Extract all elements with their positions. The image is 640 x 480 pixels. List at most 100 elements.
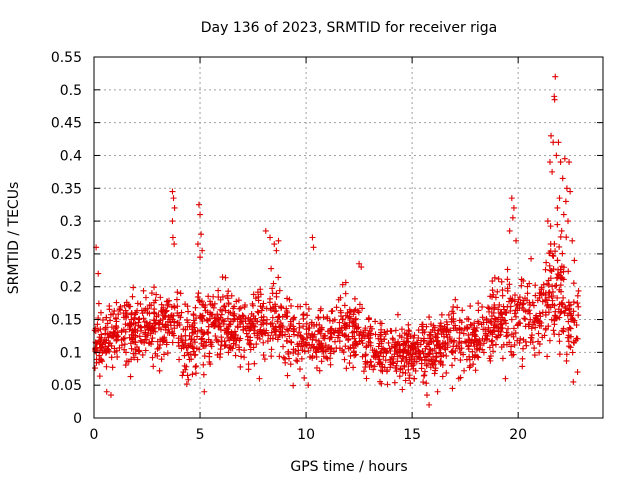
data-point xyxy=(184,303,191,310)
data-point xyxy=(411,332,418,339)
data-point xyxy=(450,343,457,350)
data-point xyxy=(269,314,276,321)
data-point xyxy=(560,294,567,301)
data-point xyxy=(162,323,169,330)
data-point xyxy=(360,368,367,375)
data-point xyxy=(342,343,349,350)
data-point xyxy=(251,360,258,367)
data-point xyxy=(544,280,551,287)
data-point xyxy=(461,325,468,332)
data-point xyxy=(351,329,358,336)
data-point xyxy=(296,324,303,331)
data-point xyxy=(465,343,472,350)
data-point xyxy=(475,320,482,327)
data-point xyxy=(381,329,388,336)
data-point xyxy=(544,301,551,308)
data-point xyxy=(134,300,141,307)
data-point xyxy=(295,343,302,350)
y-tick-labels: 0 0.05 0.1 0.15 0.2 0.25 0.3 0.35 0.4 0.45 0.5 0.55 xyxy=(51,50,82,427)
data-point xyxy=(220,303,227,310)
data-point xyxy=(492,294,499,301)
data-point xyxy=(483,336,490,343)
data-point xyxy=(318,340,325,347)
data-point xyxy=(169,188,176,195)
data-point xyxy=(443,318,450,325)
data-point xyxy=(522,295,529,302)
data-point xyxy=(563,185,570,192)
data-point xyxy=(401,330,408,337)
data-point xyxy=(398,326,405,333)
data-point xyxy=(228,334,235,341)
data-point xyxy=(241,347,248,354)
data-point xyxy=(458,319,465,326)
data-point xyxy=(561,155,568,162)
data-point xyxy=(201,329,208,336)
data-point xyxy=(348,315,355,322)
data-point xyxy=(504,285,511,292)
data-point xyxy=(363,344,370,351)
data-point xyxy=(504,266,511,273)
data-point xyxy=(108,354,115,361)
data-point xyxy=(246,327,253,334)
data-point xyxy=(351,295,358,302)
data-point xyxy=(434,337,441,344)
data-point xyxy=(423,353,430,360)
data-point xyxy=(502,309,509,316)
data-point xyxy=(487,293,494,300)
data-point xyxy=(211,300,218,307)
data-point xyxy=(513,302,520,309)
data-point xyxy=(174,289,181,296)
data-point xyxy=(168,303,175,310)
data-point xyxy=(191,352,198,359)
data-point xyxy=(259,331,266,338)
data-point xyxy=(497,331,504,338)
x-tick-label: 5 xyxy=(196,427,205,443)
data-point xyxy=(448,348,455,355)
data-point xyxy=(386,345,393,352)
data-point xyxy=(461,367,468,374)
data-point xyxy=(344,309,351,316)
data-point xyxy=(198,298,205,305)
data-point xyxy=(398,358,405,365)
data-point xyxy=(462,338,469,345)
data-point xyxy=(276,313,283,320)
data-point xyxy=(406,372,413,379)
data-point xyxy=(225,288,232,295)
data-point xyxy=(102,330,109,337)
data-point xyxy=(206,353,213,360)
data-point xyxy=(449,362,456,369)
data-point xyxy=(192,363,199,370)
data-point xyxy=(517,299,524,306)
data-point xyxy=(478,321,485,328)
axis-ticks xyxy=(93,56,603,419)
data-point xyxy=(491,321,498,328)
data-point xyxy=(320,314,327,321)
data-point xyxy=(142,347,149,354)
data-point xyxy=(127,323,134,330)
data-point xyxy=(537,313,544,320)
data-point xyxy=(284,372,291,379)
data-point xyxy=(378,326,385,333)
data-point xyxy=(390,336,397,343)
data-point xyxy=(165,301,172,308)
data-point xyxy=(194,327,201,334)
data-point xyxy=(352,316,359,323)
data-point xyxy=(146,310,153,317)
data-point xyxy=(182,332,189,339)
data-point xyxy=(543,297,550,304)
data-point xyxy=(94,321,101,328)
data-point xyxy=(247,346,254,353)
data-point xyxy=(195,201,202,208)
data-point xyxy=(547,241,554,248)
data-point xyxy=(200,371,207,378)
data-point xyxy=(552,313,559,320)
data-point xyxy=(554,294,561,301)
data-point xyxy=(214,311,221,318)
data-point xyxy=(336,338,343,345)
y-tick-label: 0.05 xyxy=(51,378,82,394)
data-point xyxy=(204,309,211,316)
data-point xyxy=(381,336,388,343)
data-point xyxy=(121,341,128,348)
data-point xyxy=(159,308,166,315)
data-point xyxy=(519,363,526,370)
